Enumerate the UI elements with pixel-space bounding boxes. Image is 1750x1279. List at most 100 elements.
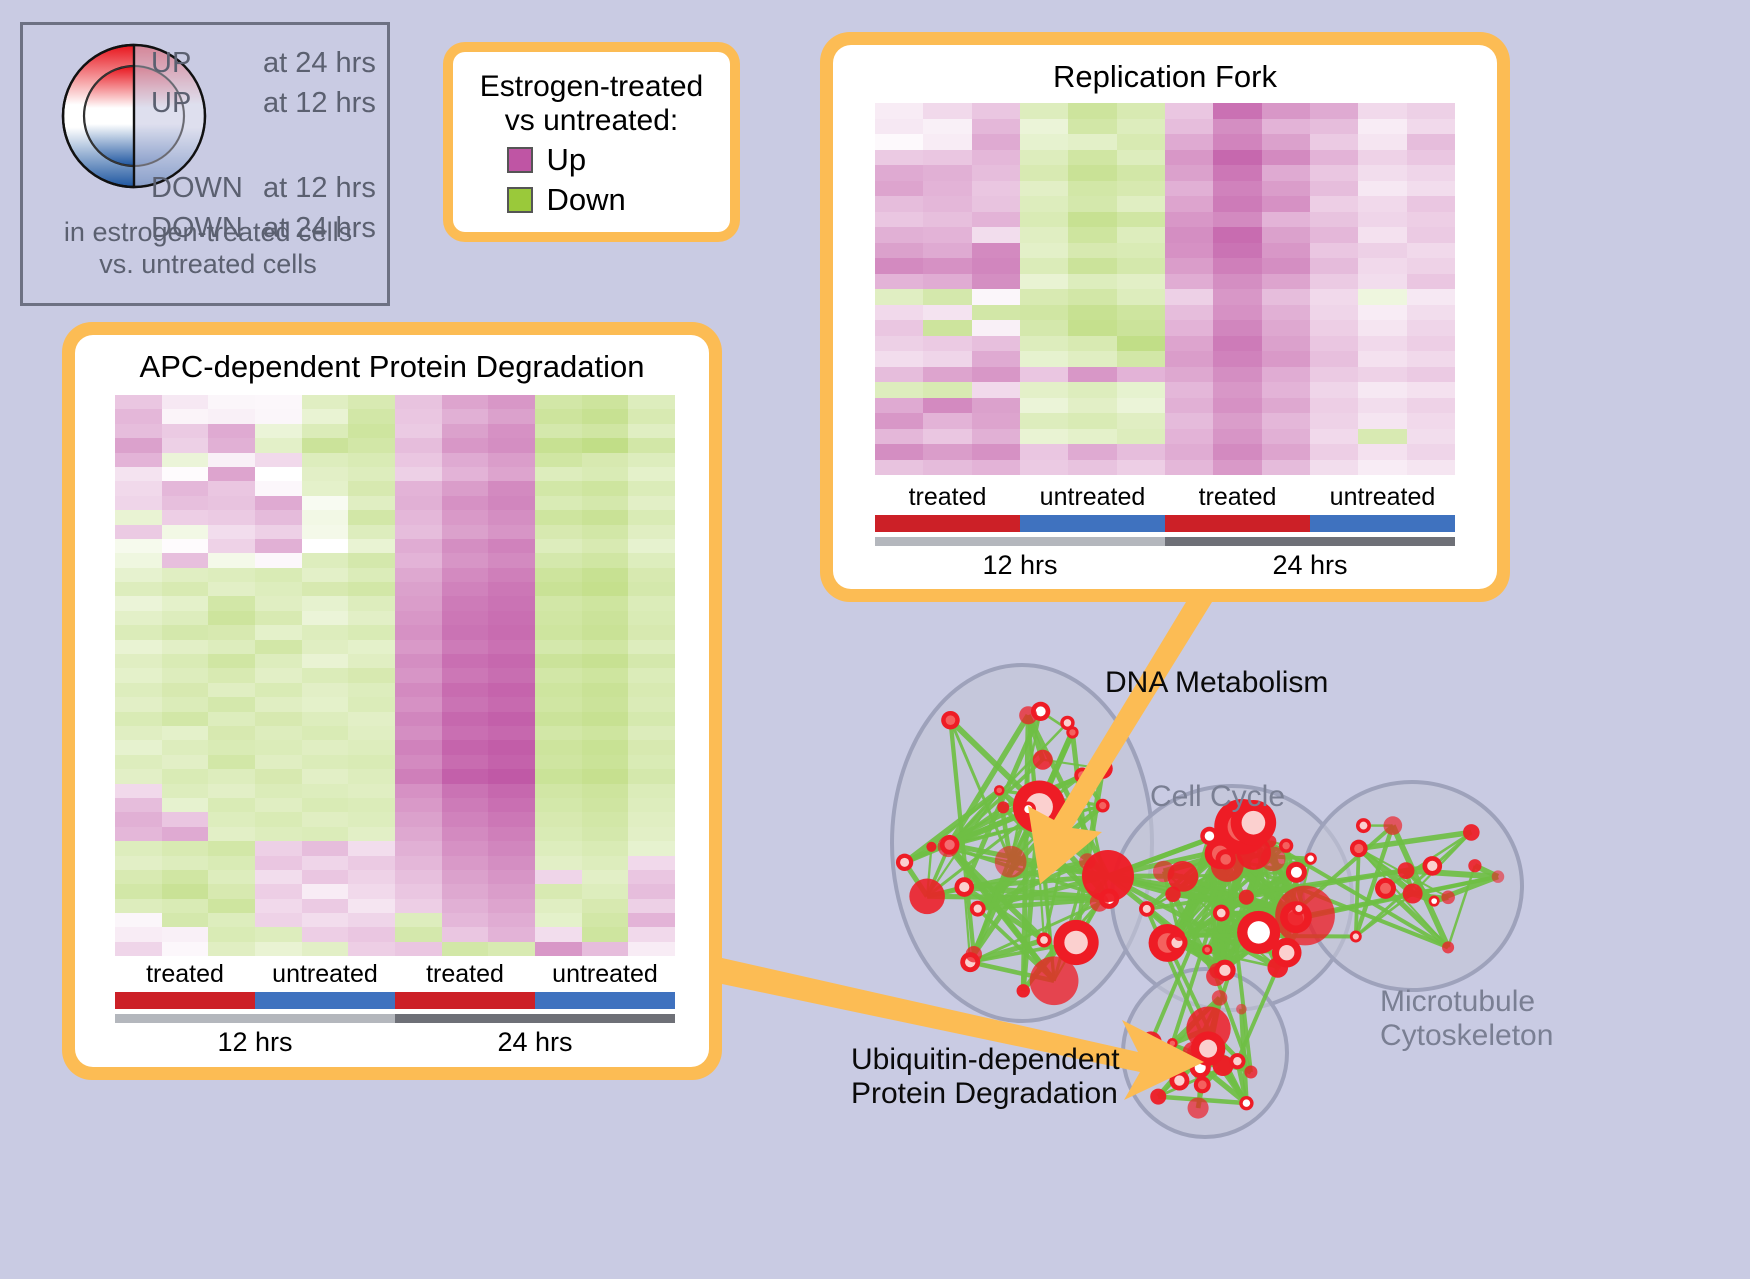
network-node[interactable] xyxy=(1206,966,1226,987)
network-node[interactable] xyxy=(1279,901,1312,934)
network-node[interactable] xyxy=(909,878,945,915)
network-node-core xyxy=(1064,930,1088,955)
network-node[interactable] xyxy=(965,945,982,963)
network-edge xyxy=(1171,851,1222,897)
network-node[interactable] xyxy=(1169,1070,1190,1091)
network-node[interactable] xyxy=(1304,852,1317,865)
network-node[interactable] xyxy=(926,841,937,852)
network-node[interactable] xyxy=(1152,860,1175,883)
network-node[interactable] xyxy=(1165,886,1181,902)
network-node[interactable] xyxy=(1053,919,1099,966)
network-node[interactable] xyxy=(1012,780,1066,834)
network-node[interactable] xyxy=(1167,1038,1178,1049)
network-node[interactable] xyxy=(1193,1076,1211,1094)
network-node[interactable] xyxy=(1031,701,1051,722)
network-node[interactable] xyxy=(1463,824,1480,841)
network-node[interactable] xyxy=(1079,853,1096,870)
network-node[interactable] xyxy=(937,835,959,858)
network-node[interactable] xyxy=(1200,826,1219,846)
network-node[interactable] xyxy=(1236,835,1272,870)
network-node[interactable] xyxy=(1491,870,1505,883)
network-node[interactable] xyxy=(1212,904,1230,922)
network-node[interactable] xyxy=(1264,835,1277,848)
network-node[interactable] xyxy=(1375,877,1397,899)
network-node[interactable] xyxy=(1349,930,1362,943)
network-node[interactable] xyxy=(994,845,1027,878)
network-node[interactable] xyxy=(939,834,960,855)
network-node[interactable] xyxy=(1239,1095,1254,1111)
network-node[interactable] xyxy=(1442,941,1455,954)
network-node[interactable] xyxy=(1098,888,1120,909)
network-node[interactable] xyxy=(1285,861,1307,883)
network-node[interactable] xyxy=(1441,890,1455,905)
network-node[interactable] xyxy=(1215,842,1230,858)
network-node[interactable] xyxy=(993,785,1005,796)
network-node[interactable] xyxy=(1036,932,1052,948)
network-node[interactable] xyxy=(1173,930,1185,941)
network-node[interactable] xyxy=(1074,767,1091,784)
network-node[interactable] xyxy=(1182,1041,1204,1063)
network-node[interactable] xyxy=(1260,846,1286,872)
network-node[interactable] xyxy=(1244,1065,1258,1079)
network-node[interactable] xyxy=(1020,801,1036,817)
network-node[interactable] xyxy=(1397,862,1415,880)
network-node[interactable] xyxy=(954,877,975,897)
network-node[interactable] xyxy=(941,710,960,730)
network-node[interactable] xyxy=(1060,715,1075,731)
network-node[interactable] xyxy=(1237,827,1251,841)
network-node[interactable] xyxy=(1166,931,1188,954)
network-node[interactable] xyxy=(960,952,981,973)
network-node[interactable] xyxy=(1237,910,1281,955)
network-node[interactable] xyxy=(1383,816,1403,835)
network-node[interactable] xyxy=(1187,1097,1209,1119)
network-node[interactable] xyxy=(1214,959,1236,982)
network-node[interactable] xyxy=(1201,944,1213,955)
network-node[interactable] xyxy=(1215,849,1236,870)
network-node[interactable] xyxy=(1349,839,1368,858)
network-node[interactable] xyxy=(1148,923,1187,962)
network-node[interactable] xyxy=(1428,895,1440,907)
network-node[interactable] xyxy=(1211,990,1228,1006)
network-node[interactable] xyxy=(1271,937,1302,968)
network-node[interactable] xyxy=(1229,1053,1246,1070)
network-node[interactable] xyxy=(1189,1056,1211,1079)
network-node[interactable] xyxy=(1267,957,1289,978)
network-node[interactable] xyxy=(1238,889,1254,905)
network-node[interactable] xyxy=(997,801,1010,814)
network-node[interactable] xyxy=(1146,1063,1160,1076)
network-node-core xyxy=(1354,843,1364,854)
network-node[interactable] xyxy=(1139,901,1155,917)
network-node[interactable] xyxy=(1212,1055,1234,1077)
network-node[interactable] xyxy=(1210,848,1244,882)
network-node[interactable] xyxy=(1468,859,1482,873)
network-node[interactable] xyxy=(1016,984,1030,998)
network-node[interactable] xyxy=(1209,962,1225,979)
network-node[interactable] xyxy=(895,853,914,871)
network-node[interactable] xyxy=(1139,1031,1162,1054)
network-node[interactable] xyxy=(1092,758,1113,779)
heatmap-row xyxy=(115,927,676,942)
network-node[interactable] xyxy=(1279,838,1294,853)
network-node[interactable] xyxy=(1402,883,1423,904)
network-node[interactable] xyxy=(1167,860,1199,892)
network-node[interactable] xyxy=(1029,956,1079,1006)
network-node[interactable] xyxy=(1186,1006,1231,1051)
network-node[interactable] xyxy=(1292,901,1306,916)
network-node[interactable] xyxy=(1089,892,1109,912)
network-node[interactable] xyxy=(1019,706,1038,725)
network-node[interactable] xyxy=(1204,838,1236,870)
network-node[interactable] xyxy=(1187,1043,1206,1063)
network-node[interactable] xyxy=(1355,818,1372,834)
network-node[interactable] xyxy=(1095,798,1110,813)
network-node[interactable] xyxy=(1286,911,1304,928)
heatmap-cell xyxy=(971,444,1020,460)
network-node[interactable] xyxy=(1275,885,1335,946)
network-node[interactable] xyxy=(1150,1088,1167,1105)
network-node[interactable] xyxy=(1422,856,1443,876)
network-node[interactable] xyxy=(1236,1003,1247,1015)
network-node[interactable] xyxy=(1082,850,1134,902)
network-node[interactable] xyxy=(1066,726,1079,739)
network-node[interactable] xyxy=(1190,1031,1226,1066)
network-node[interactable] xyxy=(969,900,986,917)
network-node[interactable] xyxy=(1032,749,1053,770)
